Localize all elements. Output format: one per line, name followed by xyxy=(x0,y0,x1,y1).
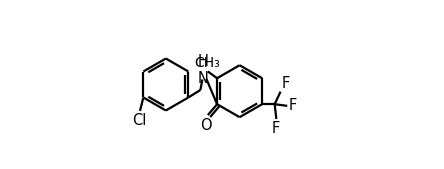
Text: Cl: Cl xyxy=(132,113,147,128)
Text: F: F xyxy=(289,98,297,113)
Text: CH₃: CH₃ xyxy=(194,56,220,70)
Text: F: F xyxy=(271,122,280,136)
Text: F: F xyxy=(282,76,290,91)
Text: H: H xyxy=(198,54,209,69)
Text: N: N xyxy=(198,71,209,86)
Text: O: O xyxy=(200,118,212,134)
